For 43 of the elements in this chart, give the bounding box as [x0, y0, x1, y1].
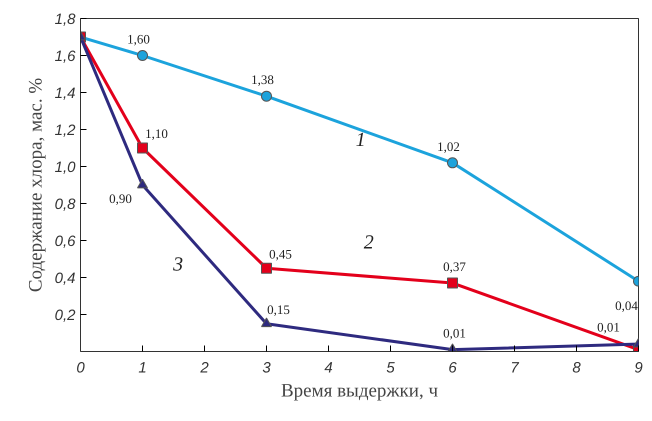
x-tick-label: 7: [510, 360, 520, 376]
y-tick-label: 1,6: [54, 48, 76, 65]
x-tick-label: 4: [324, 360, 333, 376]
x-tick-label: 5: [386, 360, 396, 376]
data-label: 0,90: [109, 191, 132, 206]
y-tick-label: 0,4: [54, 270, 76, 287]
data-label: 0,01: [443, 326, 466, 341]
y-tick-label: 0,6: [54, 233, 76, 250]
point: [261, 90, 272, 102]
x-tick-label: 1: [138, 360, 147, 376]
series-label: 1: [356, 129, 366, 152]
x-tick-label: 3: [262, 360, 272, 376]
data-label: 0,01: [597, 320, 620, 335]
x-tick-label: 6: [448, 360, 458, 376]
x-tick-label: 8: [572, 360, 582, 376]
y-tick-label: 1,8: [54, 11, 76, 28]
data-label: 0,15: [267, 302, 290, 317]
point: [447, 278, 458, 289]
series-label: 3: [172, 254, 184, 276]
y-tick-label: 1,0: [54, 159, 76, 176]
x-tick-label: 2: [199, 360, 210, 376]
x-tick-label: 9: [634, 360, 644, 376]
point: [137, 178, 148, 188]
x-axis-title: Время выдержки, ч: [280, 380, 438, 402]
data-label: 1,10: [145, 126, 168, 141]
x-tick-label: 0: [76, 360, 86, 376]
y-tick-label: 1,2: [54, 122, 76, 139]
data-label: 1,02: [437, 138, 460, 154]
point: [261, 317, 272, 328]
data-label: 1,38: [251, 72, 274, 88]
y-tick-label: 0,8: [54, 196, 76, 213]
point: [447, 157, 458, 168]
data-label: 0,04: [615, 298, 638, 314]
data-label: 1,60: [127, 32, 150, 46]
point: [261, 262, 272, 274]
point: [137, 142, 148, 154]
point: [137, 50, 148, 61]
y-axis-title: Содержание хлора, мас. %: [26, 78, 47, 292]
series-label: 2: [364, 231, 374, 254]
data-label: 0,37: [443, 259, 466, 274]
y-tick-label: 1,4: [54, 85, 76, 102]
y-tick-label: 0,2: [54, 307, 76, 324]
data-label: 0,45: [269, 246, 292, 262]
